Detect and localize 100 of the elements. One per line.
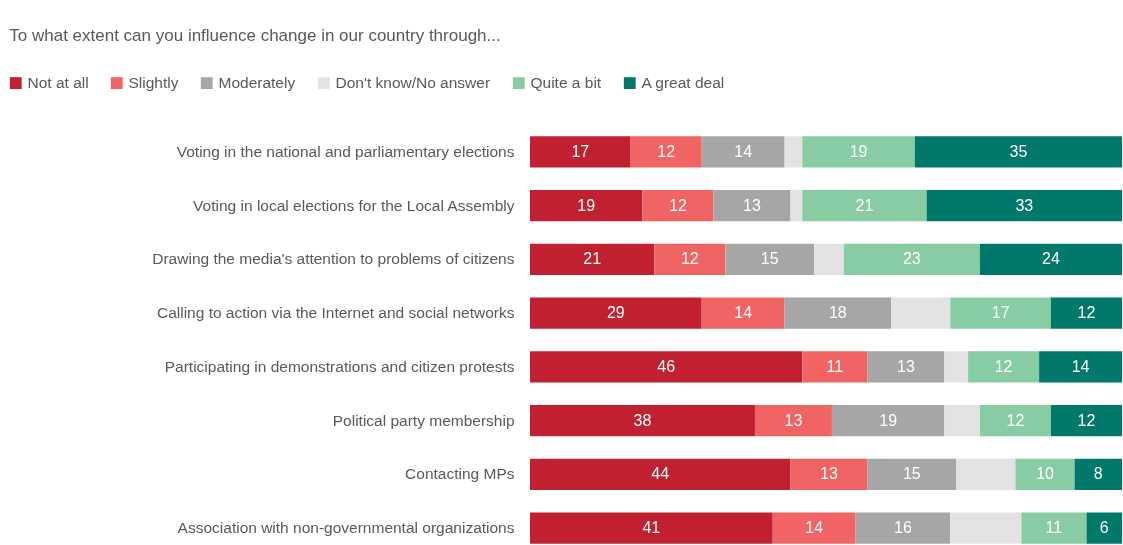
data-label: 10: [1036, 465, 1055, 483]
bar: [654, 243, 726, 275]
y-tick-label: Association with non-governmental organizations: [177, 519, 515, 537]
bar: [944, 351, 969, 383]
data-label: 15: [760, 250, 779, 268]
data-label: 11: [1045, 519, 1063, 537]
bar: [831, 405, 945, 437]
bar: [968, 351, 1040, 383]
text: To what extent can you influence change in our country through...: [9, 26, 501, 45]
data-label: 12: [657, 142, 676, 160]
bar: [956, 458, 1016, 490]
bar: [867, 351, 945, 383]
bar: [1050, 405, 1122, 437]
bar: [1086, 512, 1122, 544]
data-label: 23: [902, 250, 921, 268]
legend-label: Quite a bit: [530, 74, 602, 92]
y-tick-label: Calling to action via the Internet and social networks: [156, 304, 515, 322]
legend-label: Not at all: [27, 74, 89, 92]
data-label: 13: [897, 357, 915, 375]
data-label: 19: [577, 196, 596, 214]
y-tick-label: Political party membership: [332, 411, 515, 429]
bar: [979, 243, 1122, 275]
bar: [790, 190, 803, 222]
bar: [701, 297, 785, 329]
data-label: 14: [1071, 357, 1090, 375]
data-label: 12: [1077, 411, 1096, 429]
bar: [530, 243, 655, 275]
bar: [784, 136, 803, 168]
bar: [713, 190, 791, 222]
bar: [802, 136, 915, 168]
data-label: 12: [1077, 304, 1096, 322]
data-label: 33: [1015, 196, 1034, 214]
data-label: 13: [743, 196, 761, 214]
bar: [891, 297, 951, 329]
data-label: 15: [902, 465, 921, 483]
bar: [530, 351, 803, 383]
bar: [530, 458, 791, 490]
data-label: 46: [657, 357, 676, 375]
y-tick-label: Participating in demonstrations and citizen protests: [164, 357, 515, 375]
data-label: 21: [583, 250, 602, 268]
bar: [725, 243, 815, 275]
bar: [784, 297, 892, 329]
bar: [530, 190, 643, 222]
data-label: 13: [784, 411, 803, 429]
bar: [1021, 512, 1087, 544]
bar: [1050, 297, 1122, 329]
y-tick-label: Drawing the media's attention to problems of citizens: [152, 250, 515, 268]
data-label: 19: [849, 142, 868, 160]
data-label: 35: [1009, 142, 1028, 160]
bar: [802, 190, 927, 222]
bar: [530, 297, 702, 329]
data-label: 16: [894, 519, 912, 537]
bar: [979, 405, 1051, 437]
data-label: 14: [734, 304, 753, 322]
data-label: 21: [855, 196, 874, 214]
data-label: 12: [680, 250, 699, 268]
bar: [814, 243, 844, 275]
bar: [855, 512, 951, 544]
bar: [1015, 458, 1075, 490]
data-label: 41: [642, 519, 661, 537]
data-label: 38: [633, 411, 652, 429]
bar: [1074, 458, 1122, 490]
bar: [914, 136, 1122, 168]
legend-label: Slightly: [128, 74, 179, 92]
data-label: 13: [820, 465, 838, 483]
bar: [790, 458, 868, 490]
data-label: 44: [651, 465, 670, 483]
bar: [950, 512, 1022, 544]
bar: [926, 190, 1122, 222]
data-label: 6: [1099, 519, 1109, 537]
legend-label: A great deal: [641, 74, 725, 92]
bar: [867, 458, 957, 490]
bar: [530, 136, 631, 168]
data-label: 12: [994, 357, 1013, 375]
bar: [530, 405, 755, 437]
bar: [754, 405, 832, 437]
data-label: 19: [879, 411, 898, 429]
data-label: 12: [669, 196, 687, 214]
data-label: 29: [606, 304, 625, 322]
bar: [630, 136, 702, 168]
data-label: 17: [571, 142, 590, 160]
data-label: 14: [805, 519, 824, 537]
bar: [530, 512, 773, 544]
y-tick-label: Voting in the national and parliamentary elections: [176, 142, 515, 160]
data-label: 17: [991, 304, 1010, 322]
data-label: 11: [826, 357, 844, 375]
y-tick-label: Voting in local elections for the Local Assembly: [193, 196, 515, 214]
bar: [843, 243, 980, 275]
data-label: 24: [1042, 250, 1060, 268]
legend-label: Moderately: [218, 74, 296, 92]
bar: [1039, 351, 1122, 383]
bar: [950, 297, 1051, 329]
bar: [701, 136, 785, 168]
data-label: 8: [1093, 465, 1103, 483]
bar: [802, 351, 868, 383]
data-label: 18: [828, 304, 847, 322]
y-tick-label: Contacting MPs: [405, 465, 515, 483]
bar: [944, 405, 980, 437]
data-label: 14: [734, 142, 753, 160]
data-label: 12: [1006, 411, 1025, 429]
